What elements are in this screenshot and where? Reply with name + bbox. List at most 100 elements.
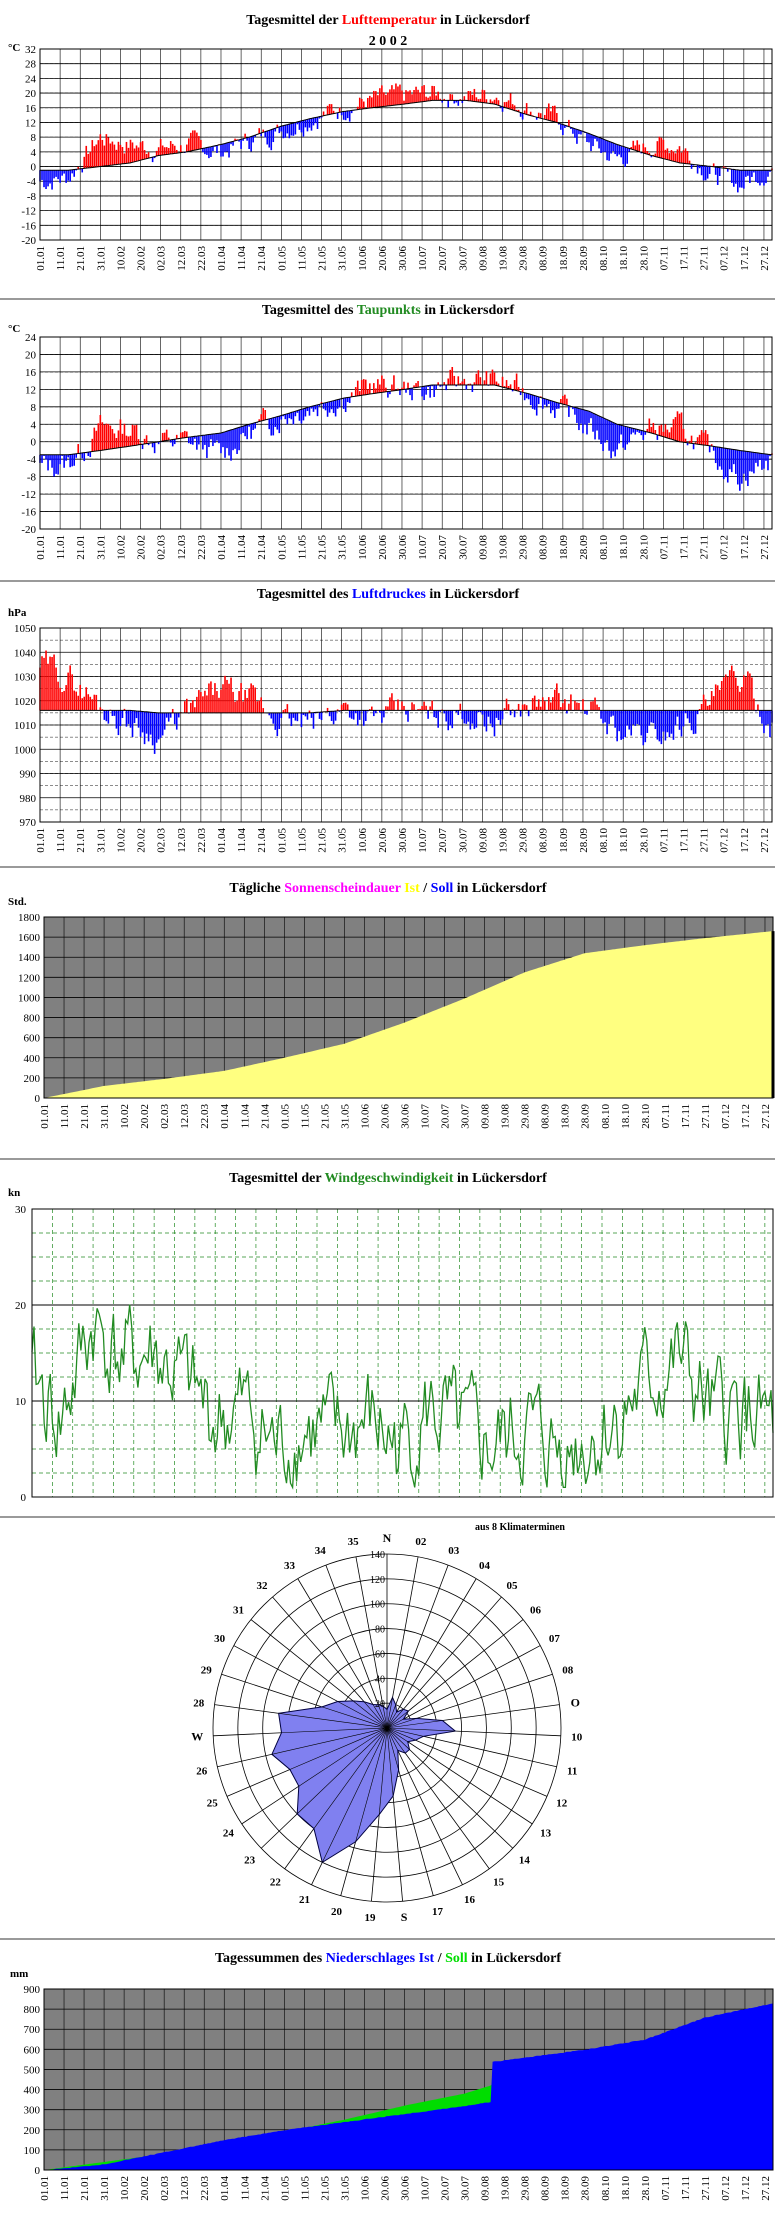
x-tick-label: 01.05 [279,1104,291,1129]
rose-spoke [386,1710,409,1729]
x-tick-label: 11.01 [55,535,67,559]
x-tick-label: 21.01 [75,535,87,560]
x-tick-label: 29.08 [520,2176,532,2201]
rose-direction-label: 25 [207,1798,219,1810]
x-tick-label: 10.07 [417,246,429,271]
rose-direction-label: 08 [562,1664,574,1676]
x-tick-label: 11.05 [299,2176,311,2201]
wind-rose-plot: 20 40 60 80 100 120 140 N 02 03 04 05 06 07 08 O 10 11 12 1… [191,1531,583,1924]
x-tick-label: 21.05 [319,1104,331,1129]
x-tick-label: 11.01 [55,828,67,852]
x-tick-label: 01.04 [219,1104,231,1129]
plot-border [43,916,774,1099]
x-tick-label: 22.03 [199,1104,211,1129]
rose-direction-label: 29 [201,1664,213,1676]
rose-direction-label: 32 [256,1580,268,1592]
temperature-title: Tagesmittel der Lufttemperatur in Lücker… [246,13,530,28]
rose-spoke [386,1718,404,1729]
x-tick-label: 07.11 [658,535,670,559]
precipitation-chart: Tagessummen des Niederschlages Ist / Sol… [10,1951,774,2201]
x-tick-label: 10.07 [420,1104,432,1129]
x-tick-label: 31.05 [337,535,349,560]
x-tick-label: 30.06 [399,1104,411,1129]
y-tick-label: -12 [21,206,36,218]
x-tick-label: 11.05 [296,535,308,560]
x-tick-label: 11.01 [59,2176,71,2200]
y-tick-label: 0 [35,2165,41,2177]
x-tick-label: 17.12 [739,246,751,271]
rose-spoke [386,1727,463,1885]
rose-direction-label: 22 [270,1877,282,1889]
x-tick-label: 08.09 [538,246,550,271]
precipitation-plot-area: 900 800 700 600 500 400 300 200 100 001.01 11.01 21… [24,1984,774,2201]
precipitation-unit: mm [10,1968,28,1980]
y-tick-label: 12 [25,117,36,129]
x-tick-label: 28.10 [638,828,650,853]
x-tick-label: 08.10 [600,2176,612,2201]
x-tick-label: 08.09 [538,828,550,853]
y-tick-label: 990 [20,769,37,781]
rose-spoke [386,1727,410,1750]
rose-direction-label: 20 [331,1906,343,1918]
x-tick-label: 21.01 [75,246,87,271]
rose-direction-label: 10 [571,1732,583,1744]
x-tick-label: 30.07 [460,2176,472,2201]
x-tick-label: 27.11 [700,2176,712,2200]
x-tick-label: 19.08 [500,1104,512,1129]
x-tick-label: 10.06 [357,535,369,560]
x-tick-label: 20.06 [377,246,389,271]
y-tick-label: 12 [25,384,36,396]
x-tick-label: 11.04 [236,535,248,560]
x-tick-label: 27.11 [699,535,711,559]
x-tick-label: 20.06 [379,1104,391,1129]
rose-direction-label: 31 [233,1605,244,1617]
y-tick-label: 16 [25,103,37,115]
x-tick-label: 20.02 [136,246,148,271]
x-tick-label: 11.04 [236,246,248,271]
rose-direction-label: 28 [193,1697,205,1709]
y-tick-label: 970 [20,817,37,829]
separator [0,1516,775,1518]
rose-spoke [386,1727,424,1737]
x-tick-label: 01.01 [35,246,47,271]
x-tick-label: 07.11 [658,828,670,852]
x-tick-label: 18.09 [560,1104,572,1129]
sunshine-title: Tägliche Sonnenscheindauer Ist / Soll in… [229,881,547,896]
rose-spoke [386,1727,399,1751]
x-tick-label: 21.04 [256,535,268,560]
x-tick-label: 20.06 [379,2176,391,2201]
separator [0,1938,775,1940]
x-tick-label: 10.07 [417,828,429,853]
rose-spoke [386,1727,406,1754]
x-tick-label: 18.10 [618,535,630,560]
x-tick-label: 01.04 [216,828,228,853]
rose-ring-label: 120 [370,1575,385,1586]
precipitation-ist-area [44,2003,773,2170]
rose-spoke [372,1704,388,1729]
y-tick-label: 1010 [14,720,37,732]
plot-border [39,336,773,530]
x-tick-label: 18.10 [618,246,630,271]
y-tick-label: 1040 [14,647,37,659]
sunshine-plot-area: 1800 1600 1400 1200 1000 800 600 400 200 001.01 11… [18,912,775,1129]
wind-plot-area: 30 20 10 0 [15,1204,774,1504]
rose-direction-label: 02 [415,1536,427,1548]
x-tick-label: 29.08 [518,828,530,853]
x-tick-label: 28.09 [580,1104,592,1129]
y-tick-label: -20 [21,524,36,536]
separator [0,580,775,582]
x-tick-label: 08.09 [538,535,550,560]
rose-direction-label: 14 [519,1854,531,1866]
x-tick-label: 02.03 [156,535,168,560]
rose-spoke [355,1727,388,1842]
x-tick-label: 17.12 [739,828,751,853]
x-tick-label: 22.03 [196,535,208,560]
rose-ring-label: 20 [375,1699,385,1710]
rose-spoke [325,1564,388,1729]
plot-border [43,1988,774,2171]
rose-spoke [382,1705,388,1729]
rose-direction-label: 16 [464,1894,476,1906]
x-tick-label: 20.02 [139,1104,151,1129]
plot-border [39,336,773,530]
